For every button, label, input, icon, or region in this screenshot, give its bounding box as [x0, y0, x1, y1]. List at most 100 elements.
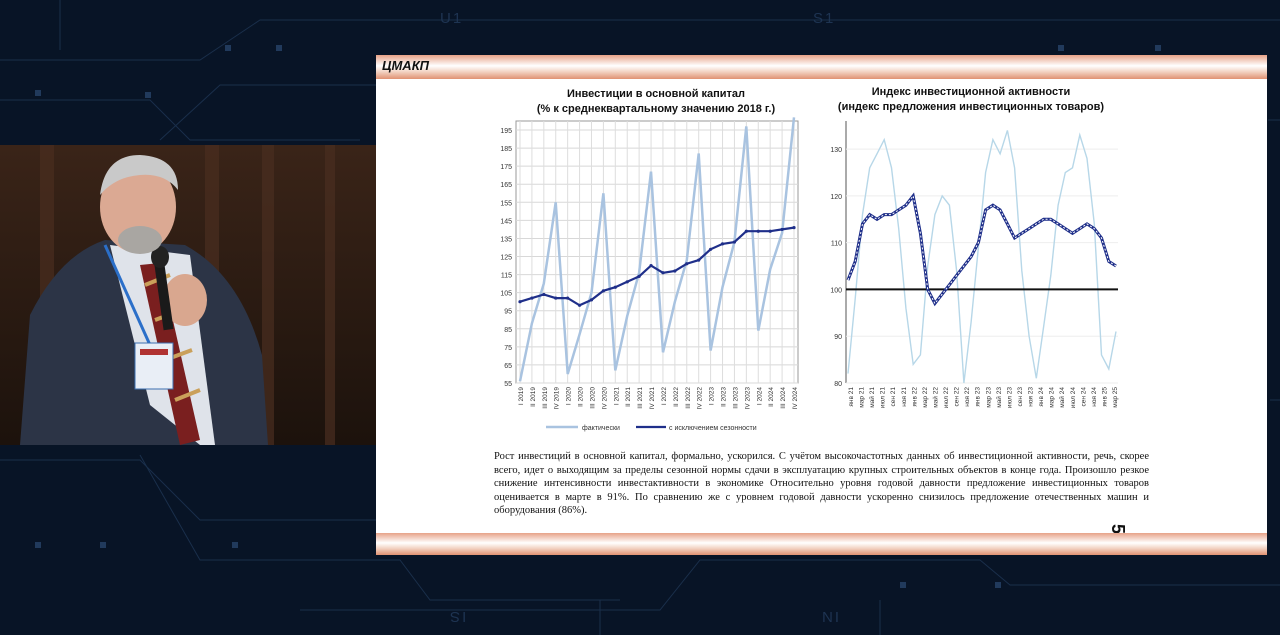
speaker-video-panel	[0, 145, 376, 445]
chart1-point	[566, 296, 570, 300]
chart1-point	[673, 269, 677, 273]
chart1-xtick-label: II 2019	[530, 387, 537, 407]
bg-label-s1: S1	[813, 10, 836, 27]
chart2-xtick-label: янв 25	[1101, 387, 1108, 407]
chart1-point	[744, 229, 748, 233]
chart1-point	[589, 298, 594, 302]
chart2-title: Индекс инвестиционной активности (индекс…	[837, 86, 1105, 113]
chart2-ytick-label: 90	[834, 334, 842, 341]
chart1-xtick-label: III 2024	[780, 387, 787, 409]
chart2-xtick-label: май 22	[931, 387, 939, 408]
chart1-title: Инвестиции в основной капитал (% к средн…	[536, 88, 776, 115]
chart1-point	[625, 280, 629, 284]
slide-paragraph: Рост инвестиций в основной капитал, форм…	[494, 451, 1149, 516]
chart1-point	[577, 303, 582, 307]
chart1-xtick-label: II 2023	[721, 387, 728, 407]
chart2-series-dark-dots	[847, 194, 1117, 305]
chart1-xtick-label: IV 2023	[744, 387, 751, 410]
chart1-ytick-label: 175	[500, 164, 512, 171]
chart1-xtick-label: IV 2021	[649, 387, 656, 410]
chart2-xtick-label: май 24	[1058, 387, 1066, 408]
chart2-xtick-label: мар 23	[985, 387, 992, 408]
chart1-xtick-label: I 2020	[566, 387, 573, 405]
chart1-xtick-label: I 2023	[709, 387, 716, 405]
chart1-ytick-label: 155	[500, 200, 512, 207]
chart2-xtick-label: мар 22	[922, 387, 929, 408]
bg-label-u1: U1	[440, 10, 464, 27]
chart1-ytick-label: 135	[500, 236, 512, 243]
chart1-xtick-label: II 2020	[578, 387, 585, 407]
chart1-xtick-label: III 2021	[637, 387, 644, 409]
chart1-xtick-label: I 2024	[756, 387, 763, 405]
chart2-xtick-label: май 23	[995, 387, 1003, 408]
chart1-series-actual	[518, 117, 796, 382]
chart2-plot-area	[846, 121, 1118, 383]
chart1-point	[661, 271, 665, 275]
chart1-point	[518, 300, 522, 304]
chart2-xtick-label: июл 24	[1070, 387, 1077, 409]
chart2-xtick-label: ноя 24	[1091, 387, 1098, 407]
chart1-point	[720, 242, 725, 246]
chart1-point	[709, 247, 713, 251]
speaker-figure	[0, 145, 376, 445]
chart1-xtick-label: II 2024	[768, 387, 775, 407]
chart1-point	[732, 240, 737, 244]
chart1-ytick-label: 195	[500, 128, 512, 135]
chart1-point	[649, 263, 653, 268]
chart1-ytick-label: 55	[504, 381, 512, 388]
chart1-ytick-label: 65	[504, 363, 512, 370]
chart1-point	[768, 229, 772, 233]
chart1-point	[685, 262, 689, 266]
chart1-ytick-label: 145	[500, 218, 512, 225]
chart1-xtick-label: III 2020	[589, 387, 596, 409]
chart2-ytick-label: 120	[830, 194, 842, 201]
chart2-xtick-label: мар 21	[859, 387, 866, 408]
chart1-xtick-label: II 2021	[625, 387, 632, 407]
chart1-ytick-label: 185	[500, 146, 512, 153]
chart1-ytick-label: 165	[500, 182, 512, 189]
chart1-ytick-label: 85	[504, 327, 512, 334]
chart1-point	[637, 274, 641, 278]
slide-footer-bar	[376, 533, 1267, 555]
chart2-xtick-label: мар 24	[1049, 387, 1056, 408]
chart2-xtick-label: май 21	[868, 387, 876, 408]
chart2-ytick-label: 130	[830, 147, 842, 154]
chart1-legend-adjusted-label: с исключением сезонности	[669, 425, 757, 432]
presentation-slide: ЦМАКП Инвестиции в основной капитал (% к…	[376, 55, 1267, 555]
chart2-xtick-label: янв 21	[848, 387, 855, 407]
chart2-xtick-label: июл 23	[1006, 387, 1013, 409]
chart2-series-light	[847, 130, 1117, 384]
chart1-ytick-label: 95	[504, 309, 512, 316]
chart1-xtick-label: IV 2024	[792, 387, 799, 410]
chart1-point	[542, 292, 546, 297]
chart-investment-activity-index: 80 90 100 110 120 130 янв 21 мар 21 май 21 июл 21…	[830, 121, 1119, 409]
chart2-xtick-label: мар 25	[1112, 387, 1119, 408]
chart1-xtick-label: II 2022	[673, 387, 680, 407]
chart1-xtick-label: IV 2020	[601, 387, 608, 410]
chart1-xtick-label: IV 2022	[697, 387, 704, 410]
chart-investments: 55 65 75 85 95 105 115 125 135 145 155 165 175 185 195…	[500, 117, 799, 432]
chart1-point	[697, 258, 701, 262]
chart1-xtick-label: III 2022	[685, 387, 692, 409]
chart1-ytick-label: 75	[504, 345, 512, 352]
chart1-xtick-label: IV 2019	[554, 387, 561, 410]
chart1-xtick-label: I 2019	[518, 387, 525, 405]
chart2-xtick-label: ноя 21	[901, 387, 908, 407]
slide-header-title: ЦМАКП	[382, 58, 430, 73]
chart2-ytick-label: 110	[831, 241, 842, 248]
chart1-point	[530, 296, 534, 300]
chart1-point	[601, 289, 605, 293]
chart2-ytick-label: 100	[830, 287, 842, 294]
chart1-ytick-label: 105	[500, 291, 512, 298]
chart1-point	[554, 296, 558, 300]
chart2-xtick-label: сен 24	[1080, 387, 1087, 407]
chart2-xtick-label: сен 23	[1017, 387, 1024, 407]
chart2-xtick-label: сен 22	[954, 387, 961, 407]
chart2-xtick-label: июл 22	[943, 387, 950, 409]
chart1-point	[780, 227, 784, 232]
chart2-xtick-label: янв 24	[1038, 387, 1045, 407]
bg-label-is: IS	[448, 608, 467, 625]
chart1-series-seasonally-adjusted	[519, 226, 795, 307]
chart2-xtick-label: ноя 22	[964, 387, 971, 407]
